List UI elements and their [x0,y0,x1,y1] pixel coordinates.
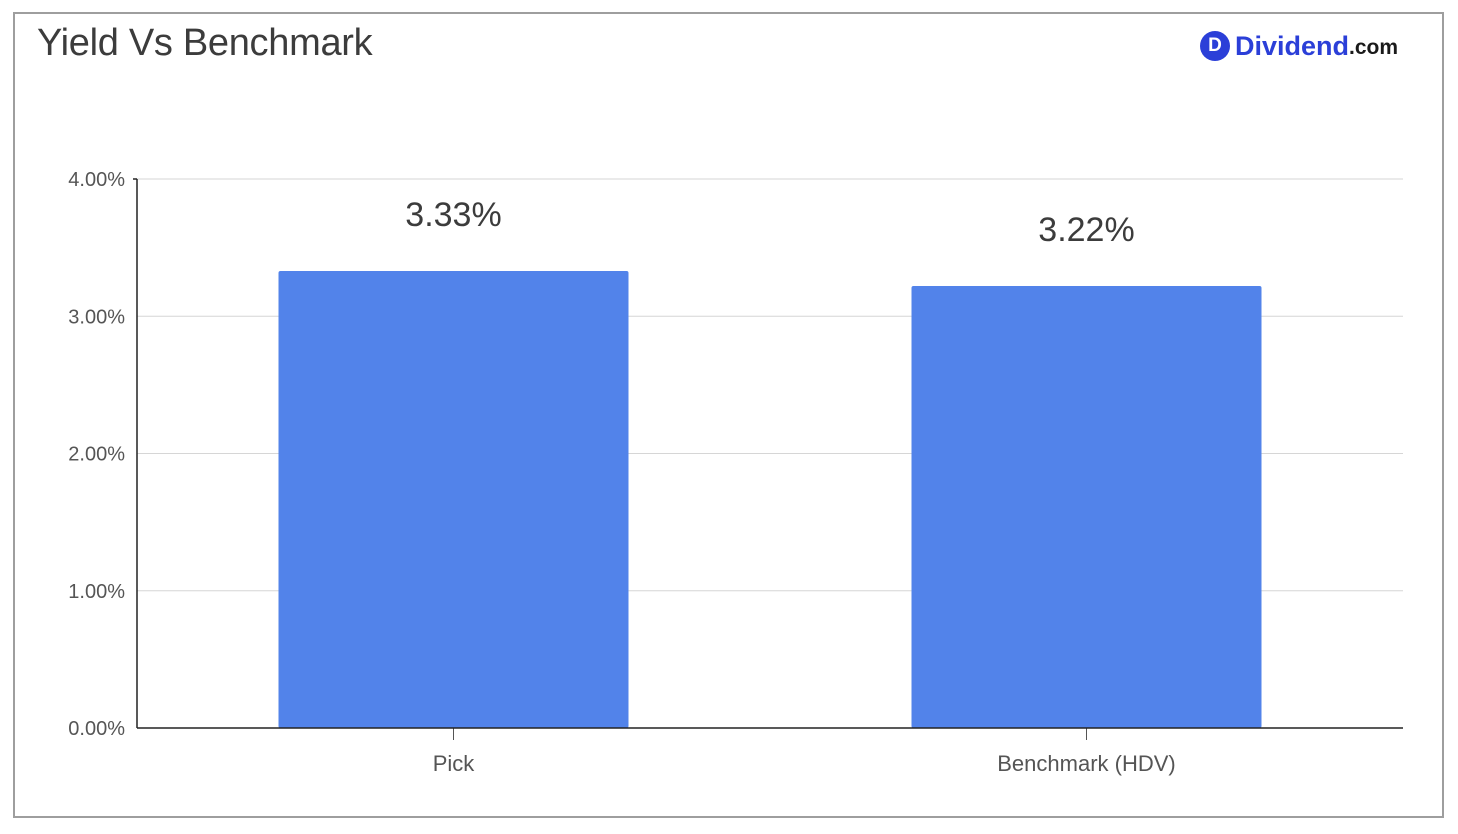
bar [278,270,629,728]
chart-title: Yield Vs Benchmark [37,22,373,64]
x-tick-label: Benchmark (HDV) [997,751,1175,776]
y-tick-label: 4.00% [68,169,125,191]
x-tick-label: Pick [433,751,476,776]
dividend-logo: D Dividend .com [1200,30,1398,62]
logo-badge-icon: D [1200,31,1230,61]
bars [278,270,1262,728]
data-labels: 3.33% 3.22% [405,196,1134,249]
logo-tld: .com [1349,36,1399,59]
data-label: 3.22% [1038,211,1134,249]
logo-name: Dividend [1235,30,1350,61]
y-tick-label: 1.00% [68,581,125,603]
y-tick-label: 3.00% [68,306,125,328]
y-tick-labels: 0.00% 1.00% 2.00% 3.00% 4.00% [68,169,125,740]
axes [133,178,1403,740]
x-tick-labels: Pick Benchmark (HDV) [433,751,1176,776]
bar [911,286,1262,728]
y-tick-label: 2.00% [68,444,125,466]
data-label: 3.33% [405,196,501,234]
y-tick-label: 0.00% [68,718,125,740]
